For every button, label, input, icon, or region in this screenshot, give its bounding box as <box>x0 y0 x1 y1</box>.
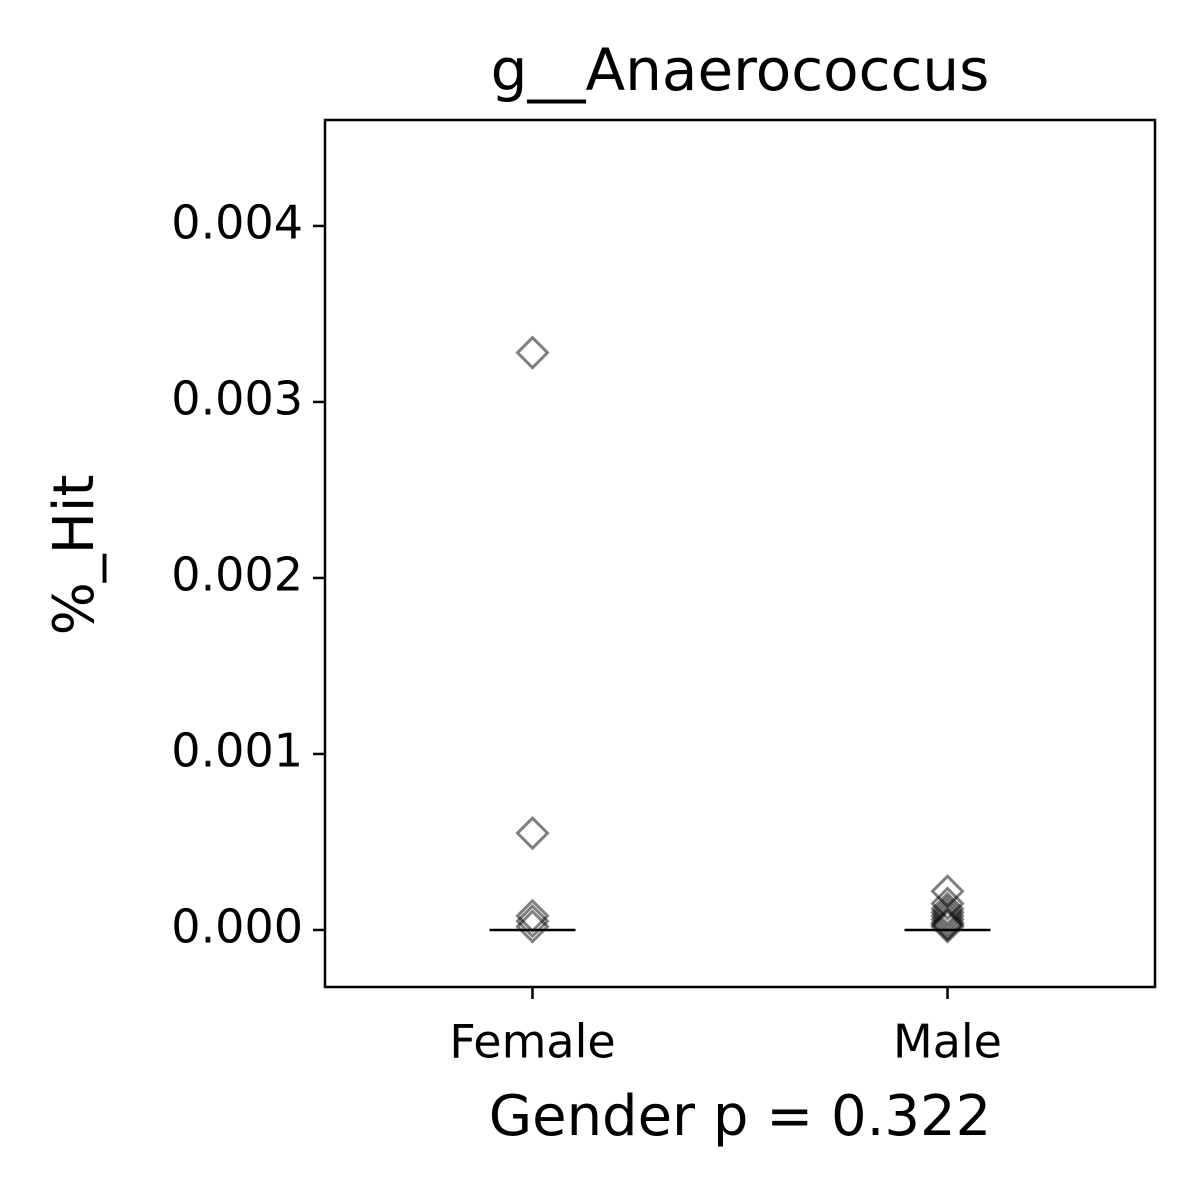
y-axis-label: %_Hit <box>42 475 107 636</box>
point <box>515 335 550 370</box>
point <box>930 895 965 930</box>
y-tick-label: 0.004 <box>171 195 303 249</box>
chart-title: g__Anaerococcus <box>491 36 990 104</box>
x-axis-label: Gender p = 0.322 <box>489 1084 992 1149</box>
x-tick-label: Male <box>893 1015 1002 1069</box>
y-tick-label: 0.000 <box>171 899 303 953</box>
point <box>515 909 550 944</box>
plot-frame <box>323 118 1157 989</box>
point <box>515 816 550 851</box>
point <box>930 902 965 937</box>
y-tick-label: 0.001 <box>171 723 303 777</box>
y-tick-label: 0.003 <box>171 371 303 425</box>
point <box>930 891 965 926</box>
point <box>515 904 550 939</box>
point <box>930 886 965 921</box>
x-tick-label: Female <box>449 1015 615 1069</box>
y-tick-label: 0.002 <box>171 547 303 601</box>
point <box>930 909 965 944</box>
